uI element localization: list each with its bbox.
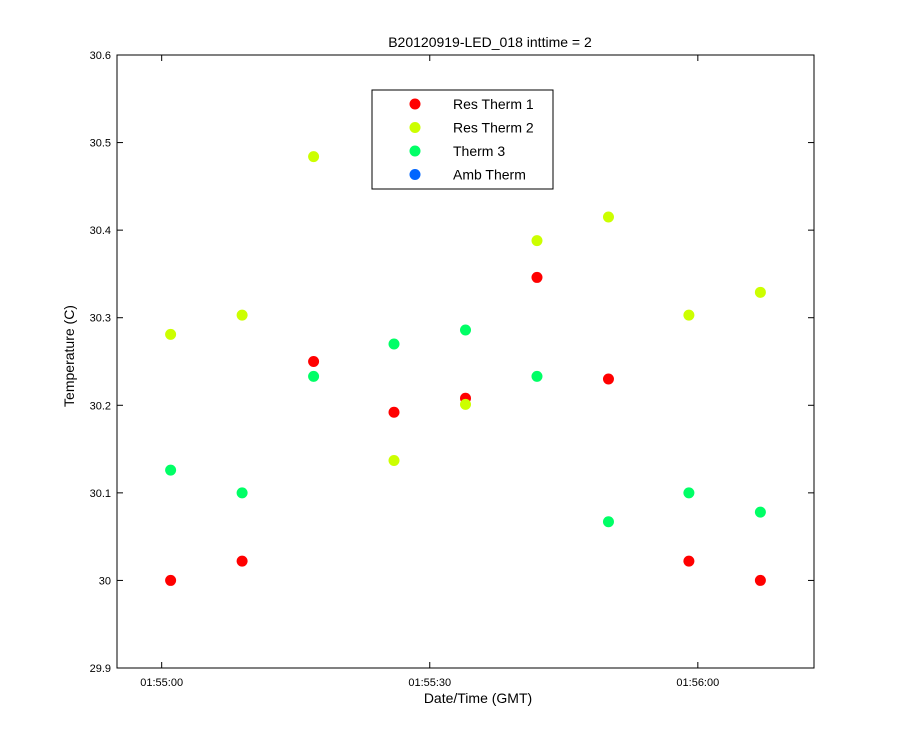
y-axis: 29.9 30 30.1 30.2 30.3 30.4 30.5 30.6	[90, 50, 814, 675]
data-point	[308, 151, 320, 163]
data-point	[602, 211, 614, 223]
y-tick-label: 30.6	[90, 50, 111, 62]
data-point	[602, 516, 614, 528]
data-point	[531, 370, 543, 382]
data-point	[165, 464, 177, 476]
data-point	[388, 338, 400, 350]
x-tick-label: 01:55:30	[408, 677, 451, 689]
y-tick-label: 29.9	[90, 663, 111, 675]
chart-title: B20120919-LED_018 inttime = 2	[388, 34, 592, 50]
y-tick-label: 30.4	[90, 225, 111, 237]
x-tick-label: 01:56:00	[676, 677, 719, 689]
data-point	[602, 373, 614, 385]
legend-label: Amb Therm	[453, 167, 526, 183]
y-tick-label: 30	[99, 575, 111, 587]
data-points	[165, 151, 766, 586]
y-tick-label: 30.1	[90, 488, 111, 500]
data-point	[308, 356, 320, 367]
legend-box	[371, 89, 554, 190]
data-point	[683, 309, 695, 321]
data-point	[388, 406, 400, 418]
legend-marker	[409, 98, 421, 110]
legend-marker	[409, 122, 421, 133]
data-point	[388, 454, 400, 466]
data-point	[236, 555, 248, 567]
legend-label: Therm 3	[453, 143, 505, 159]
data-point	[165, 574, 177, 586]
data-point	[683, 555, 695, 567]
y-tick-label: 30.2	[90, 400, 111, 412]
legend-label: Res Therm 1	[453, 96, 534, 112]
data-point	[460, 398, 471, 410]
data-point	[683, 487, 695, 499]
legend: Res Therm 1 Res Therm 2 Therm 3 Amb Therm	[371, 89, 554, 190]
data-point	[754, 286, 766, 298]
data-point	[531, 271, 543, 283]
x-tick-label: 01:55:00	[140, 677, 183, 689]
data-point	[531, 235, 543, 247]
legend-marker	[409, 169, 421, 180]
legend-marker	[409, 145, 421, 157]
data-point	[754, 506, 766, 518]
data-point	[754, 574, 766, 586]
y-tick-label: 30.5	[90, 138, 111, 150]
data-point	[308, 370, 320, 382]
data-point	[165, 328, 177, 340]
y-axis-label: Temperature (C)	[61, 305, 77, 407]
x-axis-label: Date/Time (GMT)	[424, 690, 532, 706]
legend-label: Res Therm 2	[453, 120, 534, 136]
x-axis: 01:55:00 01:55:30 01:56:00	[140, 55, 719, 689]
data-point	[236, 309, 248, 321]
data-point	[236, 487, 248, 499]
data-point	[460, 324, 471, 336]
y-tick-label: 30.3	[90, 313, 111, 325]
